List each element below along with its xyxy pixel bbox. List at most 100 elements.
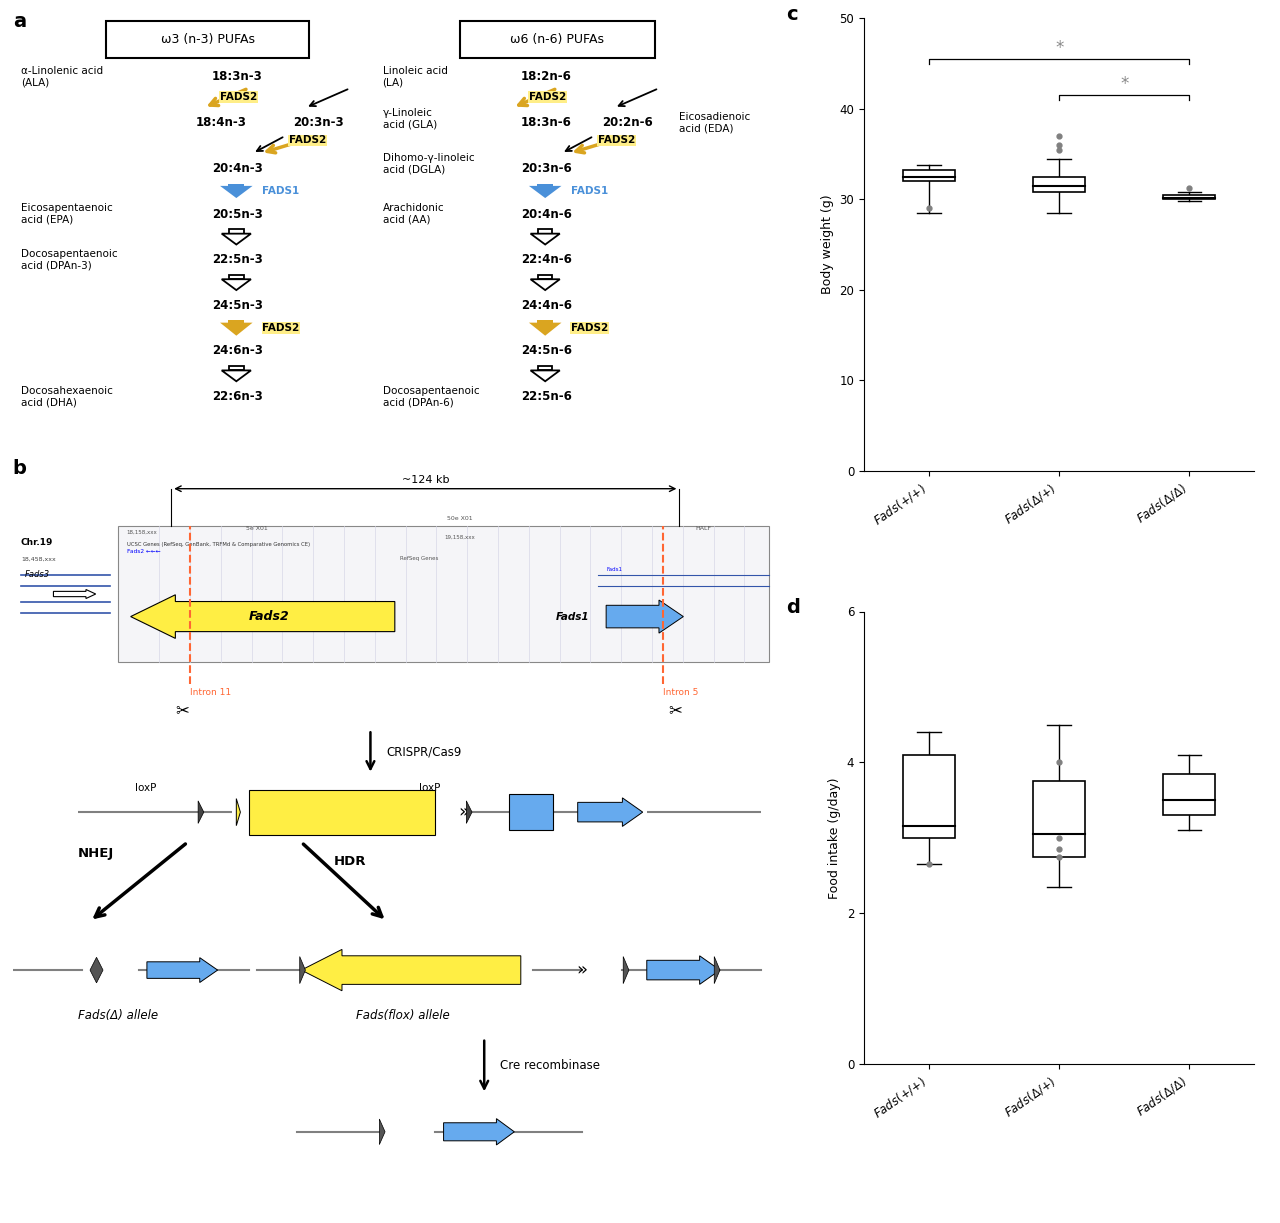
Bar <box>538 320 553 323</box>
Text: NHEJ: NHEJ <box>78 848 114 860</box>
Bar <box>1033 176 1085 192</box>
Text: FADS2: FADS2 <box>220 92 257 102</box>
Text: Fads2 ←←←: Fads2 ←←← <box>127 549 160 554</box>
Text: »: » <box>458 804 470 821</box>
Bar <box>538 183 553 186</box>
Text: UCSC Genes (RefSeq, GenBank, TRFMd & Comparative Genomics CE): UCSC Genes (RefSeq, GenBank, TRFMd & Com… <box>127 542 310 547</box>
FancyArrow shape <box>646 956 719 985</box>
FancyArrow shape <box>131 594 394 638</box>
Text: Eicosapentaenoic
acid (EPA): Eicosapentaenoic acid (EPA) <box>20 203 113 225</box>
Polygon shape <box>530 279 559 290</box>
FancyArrow shape <box>607 600 684 634</box>
Polygon shape <box>300 956 306 983</box>
Bar <box>229 275 243 279</box>
Text: ~124 kb: ~124 kb <box>402 475 449 486</box>
Text: ✂: ✂ <box>668 702 682 719</box>
Text: 18:3n-3: 18:3n-3 <box>212 70 262 83</box>
FancyBboxPatch shape <box>460 21 655 57</box>
Polygon shape <box>90 958 102 983</box>
Text: 19,158,xxx: 19,158,xxx <box>444 536 475 541</box>
Text: Intron 11: Intron 11 <box>189 689 232 697</box>
Text: Fads(flox) allele: Fads(flox) allele <box>356 1009 449 1022</box>
Bar <box>228 320 244 323</box>
Text: Fads2: Fads2 <box>248 610 289 623</box>
Text: 22:5n-3: 22:5n-3 <box>212 253 262 267</box>
Text: Linoleic acid
(LA): Linoleic acid (LA) <box>383 66 448 87</box>
Text: FADS1: FADS1 <box>571 186 608 196</box>
FancyArrow shape <box>54 589 96 598</box>
Text: b: b <box>13 459 27 478</box>
Text: 20:3n-3: 20:3n-3 <box>293 116 344 130</box>
Text: ω6 (n-6) PUFAs: ω6 (n-6) PUFAs <box>511 33 604 46</box>
Text: γ-Linoleic
acid (GLA): γ-Linoleic acid (GLA) <box>383 108 436 130</box>
Polygon shape <box>221 279 251 290</box>
Text: loxP: loxP <box>134 783 156 794</box>
Text: 18,158,xxx: 18,158,xxx <box>127 530 157 534</box>
Text: c: c <box>786 5 797 23</box>
Text: 20:4n-3: 20:4n-3 <box>212 161 262 175</box>
Polygon shape <box>714 956 719 983</box>
Text: loxP: loxP <box>420 783 440 794</box>
Text: FADS2: FADS2 <box>598 136 635 146</box>
Bar <box>538 275 553 279</box>
Text: 18:3n-6: 18:3n-6 <box>521 116 572 130</box>
Bar <box>1164 194 1216 199</box>
Bar <box>1164 774 1216 815</box>
Polygon shape <box>220 323 252 335</box>
Text: 18,458,xxx: 18,458,xxx <box>20 556 55 561</box>
Text: Chr.19: Chr.19 <box>20 538 54 547</box>
Text: 24:5n-3: 24:5n-3 <box>212 298 262 312</box>
Text: ✂: ✂ <box>175 702 188 719</box>
FancyArrow shape <box>301 949 521 991</box>
Y-axis label: Food intake (g/day): Food intake (g/day) <box>828 777 841 899</box>
Text: ω3 (n-3) PUFAs: ω3 (n-3) PUFAs <box>161 33 255 46</box>
Bar <box>1033 781 1085 856</box>
Text: Docosapentaenoic
acid (DPAn-6): Docosapentaenoic acid (DPAn-6) <box>383 385 479 407</box>
Polygon shape <box>529 323 562 335</box>
Text: a: a <box>13 12 26 32</box>
Text: Arachidonic
acid (AA): Arachidonic acid (AA) <box>383 203 444 225</box>
Polygon shape <box>529 186 562 198</box>
Y-axis label: Body weight (g): Body weight (g) <box>820 194 833 295</box>
Polygon shape <box>221 234 251 245</box>
Text: 24:4n-6: 24:4n-6 <box>521 298 572 312</box>
Text: 22:5n-6: 22:5n-6 <box>521 390 572 402</box>
Text: 24:5n-6: 24:5n-6 <box>521 345 572 357</box>
Polygon shape <box>220 186 252 198</box>
Polygon shape <box>530 234 559 245</box>
Text: *: * <box>1055 39 1064 57</box>
Text: Docosahexaenoic
acid (DHA): Docosahexaenoic acid (DHA) <box>20 385 113 407</box>
FancyBboxPatch shape <box>106 21 310 57</box>
FancyArrow shape <box>444 1119 515 1145</box>
Polygon shape <box>237 799 241 826</box>
Polygon shape <box>530 371 559 382</box>
Text: RefSeq Genes: RefSeq Genes <box>401 556 438 561</box>
Bar <box>538 366 553 371</box>
Text: d: d <box>786 598 800 616</box>
FancyArrow shape <box>577 797 643 827</box>
FancyBboxPatch shape <box>119 526 769 662</box>
Text: Fads3: Fads3 <box>26 570 50 578</box>
Text: HDR: HDR <box>334 855 366 867</box>
Text: 50e X01: 50e X01 <box>447 516 472 521</box>
Text: *: * <box>1120 76 1129 93</box>
Polygon shape <box>221 371 251 382</box>
Bar <box>508 794 553 830</box>
Text: 20:5n-3: 20:5n-3 <box>212 208 262 220</box>
Bar <box>229 366 243 371</box>
Text: FADS1: FADS1 <box>262 186 300 196</box>
Polygon shape <box>198 801 204 823</box>
Text: Fads1: Fads1 <box>607 567 622 572</box>
Text: 20:3n-6: 20:3n-6 <box>521 161 572 175</box>
Text: Intron 5: Intron 5 <box>663 689 699 697</box>
Text: FADS2: FADS2 <box>571 323 608 333</box>
Text: 20:4n-6: 20:4n-6 <box>521 208 572 220</box>
Polygon shape <box>466 801 472 823</box>
Text: CRISPR/Cas9: CRISPR/Cas9 <box>387 746 462 758</box>
Text: 5e X01: 5e X01 <box>246 526 268 531</box>
Text: 20:2n-6: 20:2n-6 <box>602 116 653 130</box>
Bar <box>229 230 243 234</box>
Text: »: » <box>576 961 588 980</box>
Bar <box>228 183 244 186</box>
Text: Cre recombinase: Cre recombinase <box>500 1059 600 1073</box>
